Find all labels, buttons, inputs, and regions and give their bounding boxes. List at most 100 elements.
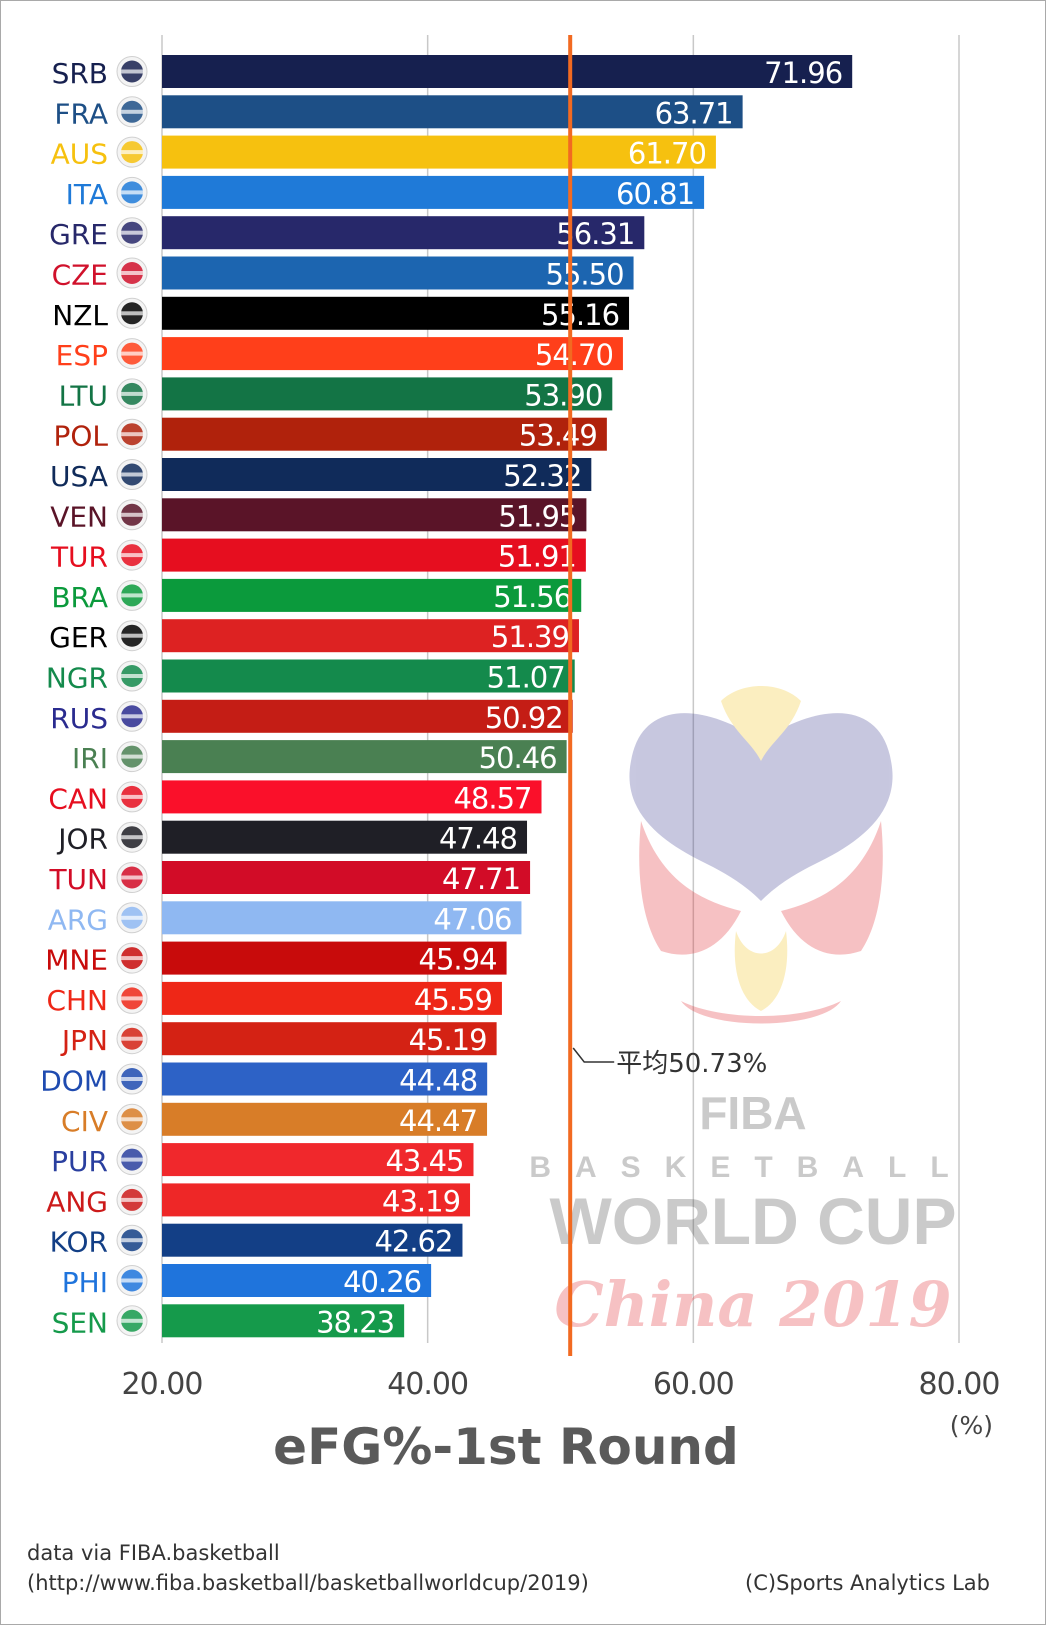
value-label: 54.70 — [535, 338, 613, 372]
category-label: CIV — [61, 1105, 108, 1138]
bar-sen — [162, 1304, 405, 1338]
category-label: VEN — [50, 500, 108, 533]
category-label: CAN — [48, 782, 108, 815]
bar-rus — [162, 699, 573, 733]
bar-ang — [162, 1183, 471, 1217]
ivory-coast-flag-icon — [116, 1103, 148, 1135]
category-label: BRA — [51, 581, 108, 614]
category-label: LTU — [59, 379, 108, 412]
x-tick-label: 40.00 — [387, 1367, 468, 1402]
serbia-flag-icon — [116, 56, 148, 87]
category-label: ITA — [66, 178, 108, 211]
value-label: 51.39 — [491, 620, 569, 654]
bar-jpn — [162, 1022, 497, 1056]
category-label: GRE — [49, 218, 108, 251]
iran-flag-icon — [116, 741, 148, 773]
category-label: NZL — [52, 299, 108, 332]
bar-pol — [162, 417, 607, 451]
fiba-world-cup-logo-icon — [629, 686, 893, 1024]
category-label: JPN — [60, 1024, 108, 1057]
value-label: 47.06 — [433, 902, 511, 936]
category-label: KOR — [50, 1226, 108, 1259]
category-label: MNE — [45, 944, 108, 977]
bar-ger — [162, 619, 579, 653]
value-label: 50.92 — [485, 701, 563, 735]
bar-cze — [162, 256, 634, 290]
value-label: 40.26 — [343, 1265, 421, 1299]
category-label: ANG — [46, 1185, 108, 1218]
bar-ita — [162, 175, 705, 209]
category-label: CHN — [46, 984, 108, 1017]
nigeria-flag-icon — [116, 660, 148, 692]
japan-flag-icon — [116, 1023, 148, 1055]
category-label: PUR — [51, 1145, 108, 1178]
greece-flag-icon — [116, 217, 148, 249]
germany-flag-icon — [116, 620, 148, 652]
value-label: 47.71 — [442, 862, 520, 896]
category-label: NGR — [46, 662, 108, 695]
new-zealand-flag-icon — [116, 297, 148, 329]
category-label: CZE — [52, 259, 108, 292]
bar-fra — [162, 95, 743, 129]
category-label: TUN — [48, 863, 108, 896]
bar-srb — [162, 55, 853, 88]
category-label: TUR — [50, 541, 108, 574]
italy-flag-icon — [116, 176, 148, 208]
value-label: 63.71 — [655, 96, 733, 130]
bar-kor — [162, 1223, 463, 1257]
value-label: 44.47 — [399, 1104, 477, 1138]
bar-ltu — [162, 377, 613, 411]
angola-flag-icon — [116, 1184, 148, 1216]
watermark-worldcup-text: WORLD CUP — [550, 1184, 957, 1258]
value-label: 55.50 — [546, 258, 624, 292]
watermark-basketball-text: BASKETBALL — [529, 1151, 972, 1184]
value-label: 44.48 — [399, 1064, 477, 1098]
chart-title: eFG%-1st Round — [273, 1418, 739, 1476]
value-label: 51.56 — [493, 580, 571, 614]
x-tick-label: 20.00 — [122, 1367, 203, 1402]
value-label: 51.95 — [498, 499, 576, 533]
bar-arg — [162, 901, 522, 935]
category-label: SEN — [52, 1306, 108, 1339]
usa-flag-icon — [116, 459, 148, 490]
australia-flag-icon — [116, 136, 148, 168]
value-label: 71.96 — [764, 56, 842, 90]
bar-jor — [162, 820, 528, 854]
philippines-flag-icon — [116, 1265, 148, 1296]
category-label: RUS — [50, 702, 108, 735]
average-callout-line — [572, 1047, 615, 1063]
bar-can — [162, 780, 542, 814]
jordan-flag-icon — [116, 821, 148, 853]
category-label: ARG — [48, 903, 108, 936]
bar-bra — [162, 578, 582, 612]
category-label: JOR — [56, 823, 108, 856]
lithuania-flag-icon — [116, 378, 148, 410]
average-label: 平均50.73% — [616, 1049, 767, 1079]
category-label: IRI — [72, 742, 108, 775]
category-label: DOM — [40, 1065, 108, 1098]
value-label: 50.46 — [479, 741, 557, 775]
value-label: 53.90 — [524, 378, 602, 412]
source-text: data via FIBA.basketball — [27, 1541, 280, 1565]
value-label: 60.81 — [616, 177, 694, 211]
bar-ven — [162, 498, 587, 532]
montenegro-flag-icon — [116, 942, 148, 974]
bars: 71.96 63.71 61.70 60.81 56.31 55.50 55.16 54.70… — [162, 55, 853, 1339]
russia-flag-icon — [116, 700, 148, 732]
brazil-flag-icon — [116, 579, 148, 611]
puerto-rico-flag-icon — [116, 1144, 148, 1176]
value-label: 38.23 — [316, 1305, 394, 1339]
venezuela-flag-icon — [116, 499, 148, 531]
category-label: SRB — [52, 57, 108, 90]
x-tick-label: 60.00 — [653, 1367, 734, 1402]
bar-civ — [162, 1102, 488, 1136]
argentina-flag-icon — [116, 902, 148, 934]
category-labels: SRB FRA AUS ITA GRE CZE NZL ESP LTU POL USA VEN TUR B… — [40, 56, 148, 1339]
credit-text: (C)Sports Analytics Lab — [745, 1571, 990, 1595]
bar-gre — [162, 216, 645, 250]
bar-mne — [162, 941, 507, 975]
value-label: 42.62 — [374, 1225, 452, 1259]
value-label: 45.19 — [409, 1023, 487, 1057]
